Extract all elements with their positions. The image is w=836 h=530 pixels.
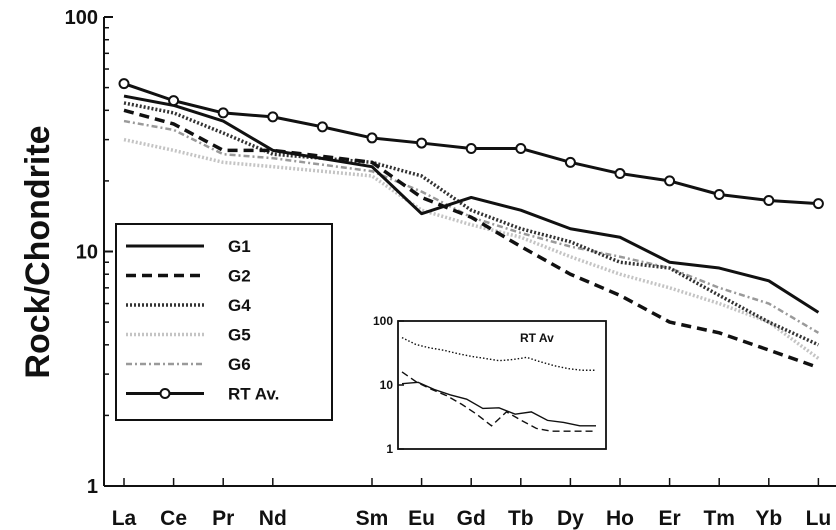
legend-label: RT Av.: [228, 385, 279, 404]
x-category-label: La: [112, 507, 137, 530]
rt-av-point: [118, 78, 130, 90]
inset-y-tick-label: 1: [386, 442, 393, 456]
inset-chart: 1 10 100 RT Av: [373, 314, 607, 456]
series-line-g5: [123, 137, 820, 360]
legend-label: G6: [228, 355, 251, 374]
rt-av-point: [564, 156, 576, 168]
rt-av-point: [515, 142, 527, 154]
y-tick-label: 1: [87, 476, 98, 498]
rt-av-point: [217, 107, 229, 119]
legend-label: G2: [228, 267, 251, 286]
legend-box: [115, 223, 333, 421]
series-line-g1: [123, 94, 820, 314]
inset-series-dashed: [401, 371, 596, 432]
x-category-label: Er: [659, 507, 681, 530]
x-category-label: Lu: [806, 507, 832, 530]
series-layer: [118, 78, 824, 370]
legend-label: G5: [228, 326, 251, 345]
inset-y-tick-label: 100: [373, 314, 393, 328]
rt-av-point: [465, 142, 477, 154]
x-category-label: Dy: [557, 507, 584, 530]
inset-frame: [397, 320, 607, 450]
rt-av-point: [416, 137, 428, 149]
legend-marker: [159, 388, 171, 399]
y-axis-label: Rock/Chondrite: [19, 125, 57, 378]
series-line-g2: [123, 108, 819, 370]
rt-av-point: [812, 198, 824, 210]
rt-av-point: [763, 195, 775, 207]
rt-av-point: [168, 95, 180, 107]
rt-av-point: [366, 132, 378, 144]
axes: [103, 16, 836, 487]
x-category-label: Nd: [259, 507, 287, 530]
x-category-label: Ce: [160, 507, 187, 530]
legend: G1 G2 G4 G5 G6 RT Av.: [115, 223, 333, 421]
x-category-label: Sm: [356, 507, 389, 530]
inset-y-tick-label: 10: [380, 378, 394, 392]
rt-av-point: [316, 121, 328, 133]
x-category-label: Ho: [606, 507, 634, 530]
x-category-label: Pr: [212, 507, 234, 530]
x-category-label: Yb: [755, 507, 782, 530]
y-tick-labels: 1 10 100: [65, 7, 98, 498]
legend-label: G1: [228, 237, 251, 256]
rt-av-point: [614, 168, 626, 180]
y-tick-label: 100: [65, 7, 98, 29]
rt-av-point: [664, 175, 676, 187]
x-category-labels: La Ce Pr Nd Sm Eu Gd Tb Dy Ho Er Tm Yb Lu: [112, 507, 831, 530]
x-category-label: Eu: [408, 507, 435, 530]
x-category-label: Tm: [703, 507, 735, 530]
inset-annotation: RT Av: [520, 331, 554, 345]
rt-av-point: [267, 111, 279, 123]
rt-av-point: [713, 189, 725, 201]
series-line-g6: [123, 119, 820, 334]
inset-series-solid: [401, 381, 596, 427]
x-category-label: Tb: [508, 507, 534, 530]
y-tick-label: 10: [76, 242, 98, 264]
legend-label: G4: [228, 296, 251, 315]
x-category-label: Gd: [457, 507, 486, 530]
series-line-g4: [123, 101, 820, 347]
